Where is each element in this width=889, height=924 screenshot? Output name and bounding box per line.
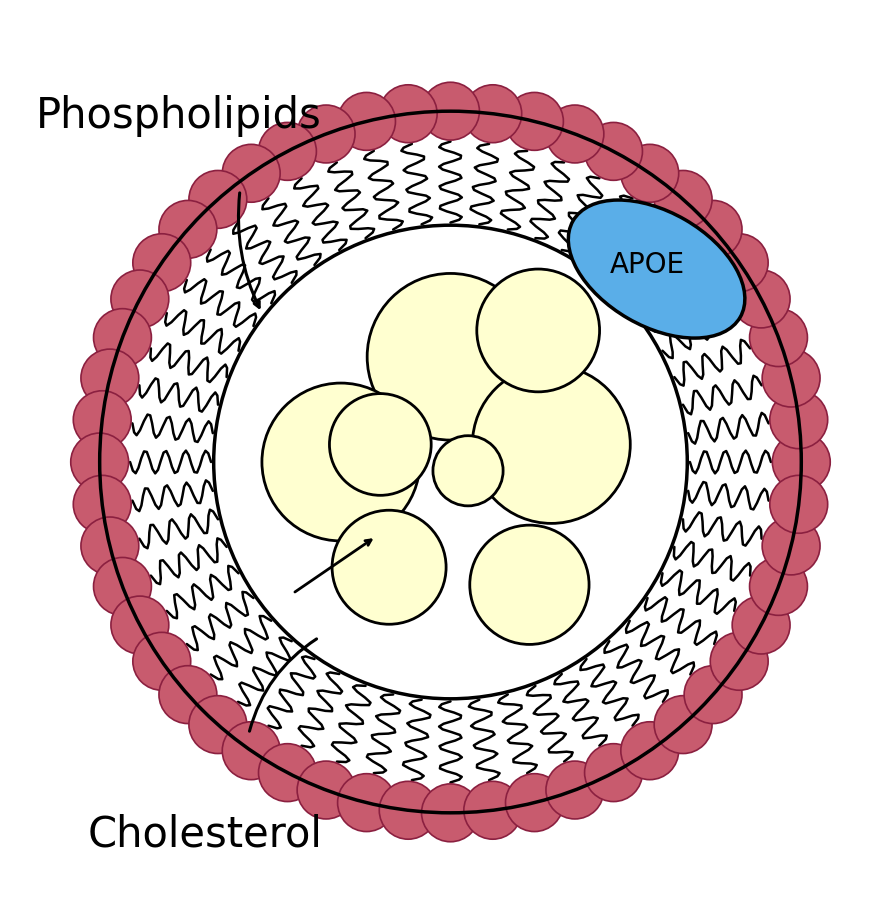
Circle shape <box>332 510 446 625</box>
Circle shape <box>762 517 820 575</box>
Circle shape <box>380 85 437 142</box>
Circle shape <box>421 784 479 842</box>
Circle shape <box>654 170 712 228</box>
Circle shape <box>132 632 191 690</box>
Circle shape <box>100 111 801 813</box>
Circle shape <box>433 436 503 505</box>
Circle shape <box>654 696 712 754</box>
Ellipse shape <box>568 200 745 338</box>
Circle shape <box>338 773 396 832</box>
Circle shape <box>132 234 191 292</box>
Circle shape <box>506 92 564 151</box>
Circle shape <box>621 144 678 202</box>
Circle shape <box>93 557 151 615</box>
Circle shape <box>770 391 828 449</box>
Circle shape <box>472 366 630 523</box>
Text: Phospholipids: Phospholipids <box>36 94 322 137</box>
Circle shape <box>464 85 522 142</box>
Circle shape <box>585 122 643 180</box>
Circle shape <box>685 201 742 259</box>
Text: Cholesterol: Cholesterol <box>87 814 323 856</box>
Circle shape <box>259 122 316 180</box>
Circle shape <box>749 309 807 367</box>
Circle shape <box>710 632 768 690</box>
Circle shape <box>188 170 247 228</box>
Circle shape <box>685 665 742 723</box>
Circle shape <box>546 761 604 819</box>
Circle shape <box>585 744 643 802</box>
Circle shape <box>81 349 139 407</box>
Circle shape <box>710 234 768 292</box>
Circle shape <box>262 383 420 541</box>
Circle shape <box>159 201 217 259</box>
Circle shape <box>733 270 790 328</box>
Circle shape <box>338 92 396 151</box>
Circle shape <box>297 761 355 819</box>
Circle shape <box>222 722 280 780</box>
Circle shape <box>367 274 533 440</box>
Circle shape <box>159 665 217 723</box>
Circle shape <box>259 744 316 802</box>
Circle shape <box>749 557 807 615</box>
Circle shape <box>111 596 169 654</box>
Circle shape <box>297 105 355 163</box>
Circle shape <box>111 270 169 328</box>
Circle shape <box>62 74 839 850</box>
Circle shape <box>733 596 790 654</box>
Circle shape <box>380 782 437 839</box>
Circle shape <box>222 144 280 202</box>
Circle shape <box>621 722 678 780</box>
Circle shape <box>330 394 431 495</box>
Circle shape <box>506 773 564 832</box>
Circle shape <box>464 782 522 839</box>
Circle shape <box>81 517 139 575</box>
Circle shape <box>421 82 479 140</box>
Text: APOE: APOE <box>610 250 685 279</box>
Circle shape <box>93 309 151 367</box>
Circle shape <box>213 225 687 699</box>
Circle shape <box>773 433 830 491</box>
Circle shape <box>469 525 589 644</box>
Circle shape <box>546 105 604 163</box>
Circle shape <box>770 475 828 533</box>
Circle shape <box>73 391 132 449</box>
Circle shape <box>73 475 132 533</box>
Circle shape <box>477 269 599 392</box>
Circle shape <box>71 433 129 491</box>
Circle shape <box>762 349 820 407</box>
Circle shape <box>188 696 247 754</box>
